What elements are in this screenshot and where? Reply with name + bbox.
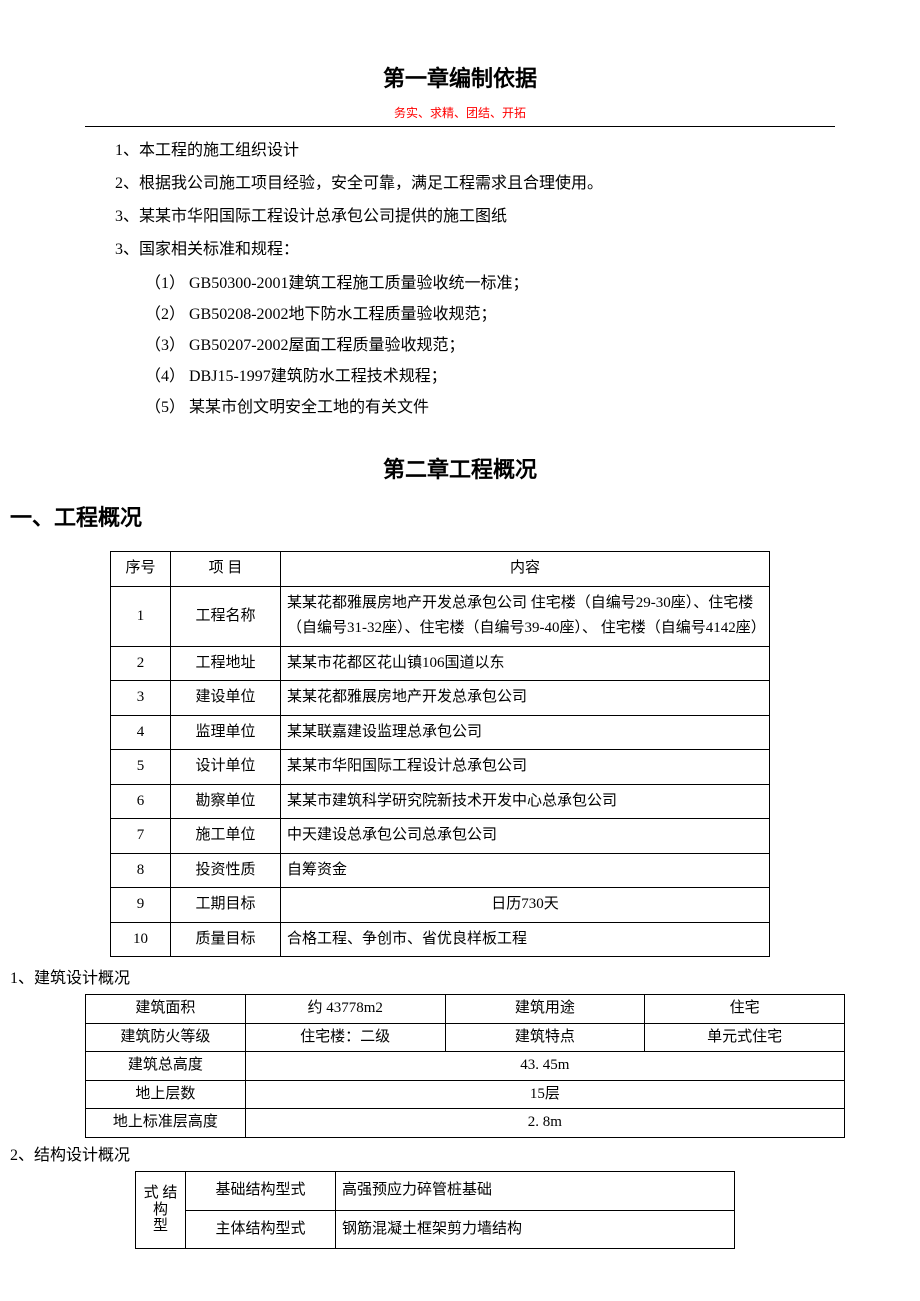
sub-list-item: （4） DBJ15-1997建筑防水工程技术规程； [85, 363, 835, 390]
table-cell: 2. 8m [245, 1109, 844, 1138]
table-row: 建筑防火等级 住宅楼：二级 建筑特点 单元式住宅 [86, 1023, 845, 1052]
table-cell: 7 [111, 819, 171, 854]
table-cell: 4 [111, 715, 171, 750]
table-cell: 6 [111, 784, 171, 819]
table-cell: 施工单位 [171, 819, 281, 854]
table-cell: 8 [111, 853, 171, 888]
table-row: 7 施工单位 中天建设总承包公司总承包公司 [111, 819, 770, 854]
table-row: 8 投资性质 自筹资金 [111, 853, 770, 888]
table-cell: 设计单位 [171, 750, 281, 785]
building-design-table: 建筑面积 约 43778m2 建筑用途 住宅 建筑防火等级 住宅楼：二级 建筑特… [85, 994, 845, 1138]
project-overview-table: 序号 项 目 内容 1 工程名称 某某花都雅展房地产开发总承包公司 住宅楼（自编… [110, 551, 770, 957]
table-cell: 工程名称 [171, 586, 281, 646]
list-item: 3、国家相关标准和规程： [85, 236, 835, 263]
table-cell: 某某市建筑科学研究院新技术开发中心总承包公司 [281, 784, 770, 819]
vlabel: 构 [138, 1202, 183, 1219]
table-header: 序号 [111, 552, 171, 587]
table-cell: 某某联嘉建设监理总承包公司 [281, 715, 770, 750]
table-cell: 工期目标 [171, 888, 281, 923]
table-row: 地上标准层高度 2. 8m [86, 1109, 845, 1138]
table-cell: 住宅楼：二级 [245, 1023, 445, 1052]
table-cell: 工程地址 [171, 646, 281, 681]
table-cell: 建筑总高度 [86, 1052, 246, 1081]
table-cell: 监理单位 [171, 715, 281, 750]
table-row: 6 勘察单位 某某市建筑科学研究院新技术开发中心总承包公司 [111, 784, 770, 819]
list-item: 3、某某市华阳国际工程设计总承包公司提供的施工图纸 [85, 203, 835, 230]
structure-design-table: 式 结 构 型 基础结构型式 高强预应力碎管桩基础 主体结构型式 钢筋混凝土框架… [135, 1171, 735, 1249]
motto-text: 务实、求精、团结、开拓 [85, 103, 835, 126]
chapter-1-title: 第一章编制依据 [85, 60, 835, 97]
sub-heading-2: 2、结构设计概况 [10, 1142, 835, 1169]
vlabel: 型 [138, 1218, 183, 1235]
motto-wrapper: 务实、求精、团结、开拓 [85, 103, 835, 126]
table-header: 项 目 [171, 552, 281, 587]
table-row: 式 结 构 型 基础结构型式 高强预应力碎管桩基础 [136, 1172, 735, 1211]
table-row: 4 监理单位 某某联嘉建设监理总承包公司 [111, 715, 770, 750]
table-cell: 15层 [245, 1080, 844, 1109]
table-cell: 地上层数 [86, 1080, 246, 1109]
sub-list-item: （3） GB50207-2002屋面工程质量验收规范； [85, 332, 835, 359]
table-cell: 某某市华阳国际工程设计总承包公司 [281, 750, 770, 785]
table-row: 地上层数 15层 [86, 1080, 845, 1109]
table-cell: 建筑特点 [445, 1023, 645, 1052]
sub-list-item: （5） 某某市创文明安全工地的有关文件 [85, 394, 835, 421]
sub-heading-1: 1、建筑设计概况 [10, 965, 835, 992]
table-header: 内容 [281, 552, 770, 587]
list-item: 2、根据我公司施工项目经验，安全可靠，满足工程需求且合理使用。 [85, 170, 835, 197]
table-row: 10 质量目标 合格工程、争创市、省优良样板工程 [111, 922, 770, 957]
sub-list-item: （1） GB50300-2001建筑工程施工质量验收统一标准； [85, 270, 835, 297]
table-cell: 建筑用途 [445, 995, 645, 1024]
table-row: 3 建设单位 某某花都雅展房地产开发总承包公司 [111, 681, 770, 716]
table-cell: 某某市花都区花山镇106国道以东 [281, 646, 770, 681]
table-cell: 单元式住宅 [645, 1023, 845, 1052]
table-row: 主体结构型式 钢筋混凝土框架剪力墙结构 [136, 1210, 735, 1249]
table-cell: 9 [111, 888, 171, 923]
table-cell: 中天建设总承包公司总承包公司 [281, 819, 770, 854]
table-cell: 自筹资金 [281, 853, 770, 888]
table-cell: 建筑面积 [86, 995, 246, 1024]
table-cell: 地上标准层高度 [86, 1109, 246, 1138]
sub-list-item: （2） GB50208-2002地下防水工程质量验收规范； [85, 301, 835, 328]
table-cell: 约 43778m2 [245, 995, 445, 1024]
table-cell: 5 [111, 750, 171, 785]
table-cell: 钢筋混凝土框架剪力墙结构 [336, 1210, 735, 1249]
table-row: 建筑总高度 43. 45m [86, 1052, 845, 1081]
table-row: 1 工程名称 某某花都雅展房地产开发总承包公司 住宅楼（自编号29-30座）、住… [111, 586, 770, 646]
section-heading: 一、工程概况 [10, 499, 835, 536]
table-cell: 高强预应力碎管桩基础 [336, 1172, 735, 1211]
table-cell: 3 [111, 681, 171, 716]
table-cell: 某某花都雅展房地产开发总承包公司 [281, 681, 770, 716]
table-cell: 建设单位 [171, 681, 281, 716]
table-row: 2 工程地址 某某市花都区花山镇106国道以东 [111, 646, 770, 681]
table-cell: 投资性质 [171, 853, 281, 888]
table-cell: 2 [111, 646, 171, 681]
table-cell: 住宅 [645, 995, 845, 1024]
table-row: 建筑面积 约 43778m2 建筑用途 住宅 [86, 995, 845, 1024]
vertical-label-cell: 式 结 构 型 [136, 1172, 186, 1249]
table-row: 9 工期目标 日历730天 [111, 888, 770, 923]
table-cell: 主体结构型式 [186, 1210, 336, 1249]
vlabel: 式 结 [138, 1185, 183, 1202]
table-cell: 建筑防火等级 [86, 1023, 246, 1052]
table-cell: 质量目标 [171, 922, 281, 957]
table-cell: 43. 45m [245, 1052, 844, 1081]
table-row: 5 设计单位 某某市华阳国际工程设计总承包公司 [111, 750, 770, 785]
chapter-2-title: 第二章工程概况 [85, 451, 835, 488]
table-cell: 10 [111, 922, 171, 957]
table-cell: 某某花都雅展房地产开发总承包公司 住宅楼（自编号29-30座）、住宅楼（自编号3… [281, 586, 770, 646]
table-cell: 日历730天 [281, 888, 770, 923]
list-item: 1、本工程的施工组织设计 [85, 137, 835, 164]
table-cell: 基础结构型式 [186, 1172, 336, 1211]
table-cell: 合格工程、争创市、省优良样板工程 [281, 922, 770, 957]
table-cell: 勘察单位 [171, 784, 281, 819]
table-cell: 1 [111, 586, 171, 646]
